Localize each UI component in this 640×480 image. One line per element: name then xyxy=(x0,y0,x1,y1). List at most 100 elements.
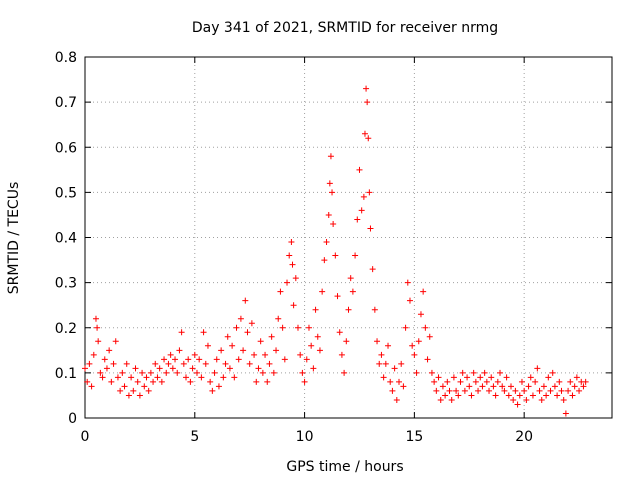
data-point xyxy=(110,360,117,367)
data-point xyxy=(547,387,554,394)
y-tick-label: 0.8 xyxy=(55,50,77,66)
data-point xyxy=(329,189,336,196)
data-point xyxy=(341,369,348,376)
data-point xyxy=(569,392,576,399)
data-point xyxy=(391,365,398,372)
data-point xyxy=(150,378,157,385)
data-point xyxy=(259,369,266,376)
data-point xyxy=(393,396,400,403)
data-point xyxy=(86,360,93,367)
data-point xyxy=(540,383,547,390)
data-point xyxy=(347,275,354,282)
data-point xyxy=(582,378,589,385)
data-point xyxy=(220,374,227,381)
data-point xyxy=(211,369,218,376)
x-tick-label: 20 xyxy=(515,429,533,445)
data-point xyxy=(123,360,130,367)
x-tick-label: 0 xyxy=(81,429,90,445)
data-point xyxy=(161,356,168,363)
data-point xyxy=(461,387,468,394)
data-point xyxy=(325,211,332,218)
data-point xyxy=(444,378,451,385)
data-point xyxy=(396,378,403,385)
y-tick-label: 0.4 xyxy=(55,231,77,247)
x-tick-label: 10 xyxy=(296,429,314,445)
data-point xyxy=(314,333,321,340)
data-point xyxy=(251,351,258,358)
y-tick-label: 0.5 xyxy=(55,185,77,201)
data-point xyxy=(246,360,253,367)
data-point xyxy=(240,347,247,354)
data-point xyxy=(299,369,306,376)
x-tick-label: 15 xyxy=(405,429,423,445)
data-point xyxy=(415,338,422,345)
data-point xyxy=(117,387,124,394)
data-point xyxy=(334,293,341,300)
data-point xyxy=(207,378,214,385)
y-tick-label: 0.7 xyxy=(55,95,77,111)
data-point xyxy=(106,347,113,354)
data-point xyxy=(367,225,374,232)
y-axis-label: SRMTID / TECUs xyxy=(6,182,22,295)
data-point xyxy=(477,374,484,381)
data-points xyxy=(82,85,589,417)
data-point xyxy=(358,207,365,214)
data-point xyxy=(413,369,420,376)
data-point xyxy=(385,342,392,349)
data-point xyxy=(374,338,381,345)
data-point xyxy=(431,378,438,385)
data-point xyxy=(435,374,442,381)
data-point xyxy=(121,383,128,390)
data-point xyxy=(178,329,185,336)
data-point xyxy=(494,378,501,385)
data-point xyxy=(545,374,552,381)
data-point xyxy=(128,374,135,381)
data-point xyxy=(499,383,506,390)
data-point xyxy=(380,374,387,381)
data-point xyxy=(213,356,220,363)
data-point xyxy=(326,180,333,187)
data-point xyxy=(486,387,493,394)
data-point xyxy=(297,351,304,358)
data-point xyxy=(290,302,297,309)
data-point xyxy=(275,315,282,322)
data-point xyxy=(343,338,350,345)
data-point xyxy=(231,374,238,381)
data-point xyxy=(103,365,110,372)
data-point xyxy=(286,252,293,259)
data-point xyxy=(490,383,497,390)
data-point xyxy=(308,342,315,349)
data-point xyxy=(364,99,371,106)
data-point xyxy=(330,220,337,227)
data-point xyxy=(457,378,464,385)
data-point xyxy=(534,365,541,372)
chart-title: Day 341 of 2021, SRMTID for receiver nrm… xyxy=(192,20,498,36)
data-point xyxy=(204,342,211,349)
data-point xyxy=(97,369,104,376)
data-point xyxy=(112,338,119,345)
data-point xyxy=(556,378,563,385)
data-point xyxy=(507,383,514,390)
data-point xyxy=(446,387,453,394)
data-point xyxy=(382,360,389,367)
data-point xyxy=(108,378,115,385)
data-point xyxy=(378,351,385,358)
data-point xyxy=(450,374,457,381)
data-point xyxy=(501,387,508,394)
data-point xyxy=(510,396,517,403)
data-point xyxy=(571,383,578,390)
data-point xyxy=(420,288,427,295)
data-point xyxy=(411,351,418,358)
data-point xyxy=(185,356,192,363)
data-point xyxy=(132,365,139,372)
data-point xyxy=(294,324,301,331)
data-point xyxy=(437,396,444,403)
data-point xyxy=(99,374,106,381)
data-point xyxy=(189,365,196,372)
data-point xyxy=(235,356,242,363)
data-point xyxy=(576,387,583,394)
data-point xyxy=(371,306,378,313)
data-point xyxy=(549,369,556,376)
data-point xyxy=(439,383,446,390)
